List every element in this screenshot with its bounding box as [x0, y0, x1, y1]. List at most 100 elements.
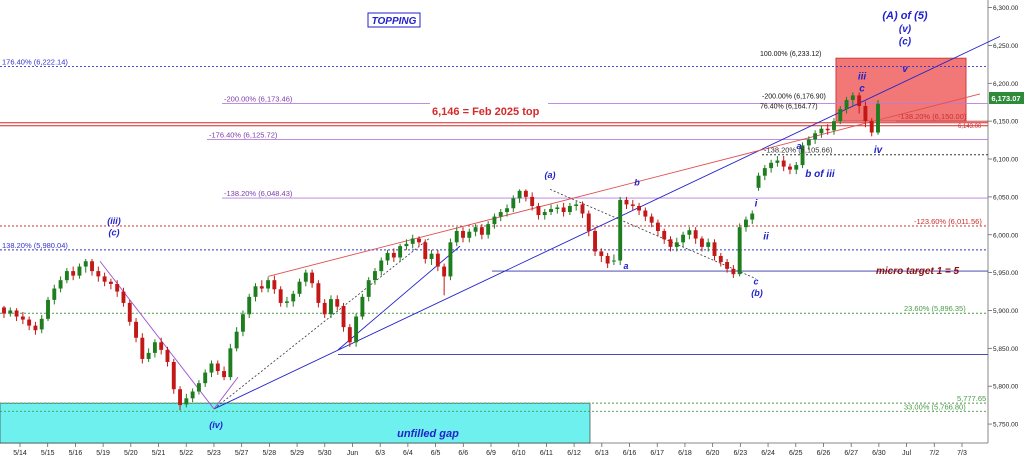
candle-body — [731, 268, 736, 275]
candle-body — [825, 128, 830, 131]
lower-channel-line — [213, 35, 1001, 410]
candle-body — [33, 325, 38, 331]
candle-body — [542, 212, 547, 216]
dotted-trend-line — [213, 237, 431, 410]
candle-body — [624, 199, 629, 205]
candle-body — [555, 207, 560, 210]
candle-body — [605, 255, 610, 264]
y-tick-label: 6,000.00 — [993, 232, 1019, 239]
candle-body — [637, 205, 642, 211]
trend-lines-layer — [99, 35, 1001, 410]
fib-label: -138.20% (6,048.43) — [224, 189, 293, 198]
y-tick-label: 5,950.00 — [993, 270, 1019, 277]
x-tick-label: 5/16 — [69, 450, 83, 457]
candle-body — [630, 204, 635, 206]
fib-label: 138.20% (5,980.04) — [2, 241, 68, 250]
x-tick-label: 7/2 — [929, 450, 939, 457]
fib-label: 5,777.65 — [957, 394, 986, 403]
x-tick-label: 5/15 — [41, 450, 55, 457]
candle-body — [744, 219, 748, 228]
unfilled-gap-label: unfilled gap — [397, 428, 459, 440]
candle-body — [108, 281, 113, 284]
candle-body — [668, 239, 673, 247]
wave-label: (iv) — [209, 420, 223, 430]
candle-body — [869, 121, 874, 133]
candle-body — [718, 255, 723, 263]
x-tick-label: 5/21 — [152, 450, 166, 457]
x-tick-label: 5/20 — [124, 450, 138, 457]
upper-channel-line — [267, 93, 981, 277]
x-tick-label: 6/5 — [431, 450, 441, 457]
candle-body — [385, 252, 390, 261]
wave-label: (v) — [899, 24, 912, 35]
candle-body — [788, 166, 792, 170]
candle-body — [316, 283, 321, 303]
wave-label: (A) of (5) — [882, 10, 928, 22]
candle-body — [769, 162, 774, 169]
candle-body — [687, 230, 692, 235]
x-tick-label: 6/20 — [706, 450, 720, 457]
candle-body — [850, 95, 855, 100]
fib-label: -138.20% (6,150.00) — [898, 112, 967, 121]
candle-body — [586, 213, 591, 231]
x-tick-label: 5/23 — [207, 450, 221, 457]
y-tick-label: 5,900.00 — [993, 308, 1019, 315]
candle-body — [549, 209, 553, 213]
candle-body — [83, 261, 88, 267]
candle-body — [781, 160, 786, 167]
x-tick-label: 6/16 — [623, 450, 637, 457]
candle-body — [844, 99, 849, 110]
candle-body — [335, 299, 340, 307]
candle-body — [329, 299, 333, 315]
x-tick-label: 6/23 — [734, 450, 748, 457]
annotation-label: 100.00% (6,233.12) — [760, 51, 822, 58]
x-tick-label: 5/14 — [13, 450, 27, 457]
candle-body — [127, 302, 132, 322]
fib-label: -138.20% (6,105.66) — [764, 146, 833, 155]
candle-body — [857, 95, 862, 107]
x-tick-label: 6/18 — [678, 450, 692, 457]
candle-body — [354, 316, 359, 343]
fib-label: -176.40% (6,125.72) — [209, 131, 278, 140]
y-tick-label: 6,050.00 — [993, 194, 1019, 201]
y-tick-label: 6,200.00 — [993, 81, 1019, 88]
x-tick-label: 6/30 — [872, 450, 886, 457]
candle-body — [285, 301, 289, 303]
y-tick-label: 6,100.00 — [993, 157, 1019, 164]
candle-body — [398, 246, 403, 258]
wave-label: ii — [763, 231, 769, 242]
candle-body — [838, 109, 843, 122]
candle-body — [203, 372, 208, 384]
candle-body — [240, 314, 245, 332]
candles-layer — [2, 92, 880, 411]
annotation-label: 76.40% (6,164.77) — [760, 103, 818, 110]
wave-label: c — [859, 84, 865, 95]
y-tick-label: 6,250.00 — [993, 43, 1019, 50]
chart-title: TOPPING — [367, 12, 421, 28]
candle-body — [253, 286, 258, 297]
candle-body — [448, 242, 453, 277]
candle-body — [266, 280, 271, 289]
candle-body — [517, 190, 522, 199]
wave-label: v — [902, 64, 909, 75]
candle-body — [234, 331, 239, 349]
candle-body — [693, 230, 698, 239]
x-tick-label: Jul — [902, 450, 911, 457]
last-price-tag-bg — [989, 92, 1024, 104]
candle-body — [876, 103, 880, 133]
fib-label: 176.40% (6,222.14) — [2, 58, 68, 67]
candle-body — [567, 205, 572, 213]
title-text: TOPPING — [372, 16, 417, 27]
candle-body — [39, 318, 44, 330]
y-tick-label: 6,300.00 — [993, 5, 1019, 12]
candle-body — [467, 231, 472, 238]
x-tick-label: 5/27 — [235, 450, 249, 457]
candle-body — [699, 238, 704, 247]
candle-body — [762, 168, 767, 176]
candle-body — [209, 363, 214, 373]
candle-body — [215, 363, 220, 372]
candle-body — [190, 391, 195, 399]
fib-label: -200.00% (6,173.46) — [224, 94, 293, 103]
fib-label: -123.60% (6,011.56) — [914, 217, 982, 226]
